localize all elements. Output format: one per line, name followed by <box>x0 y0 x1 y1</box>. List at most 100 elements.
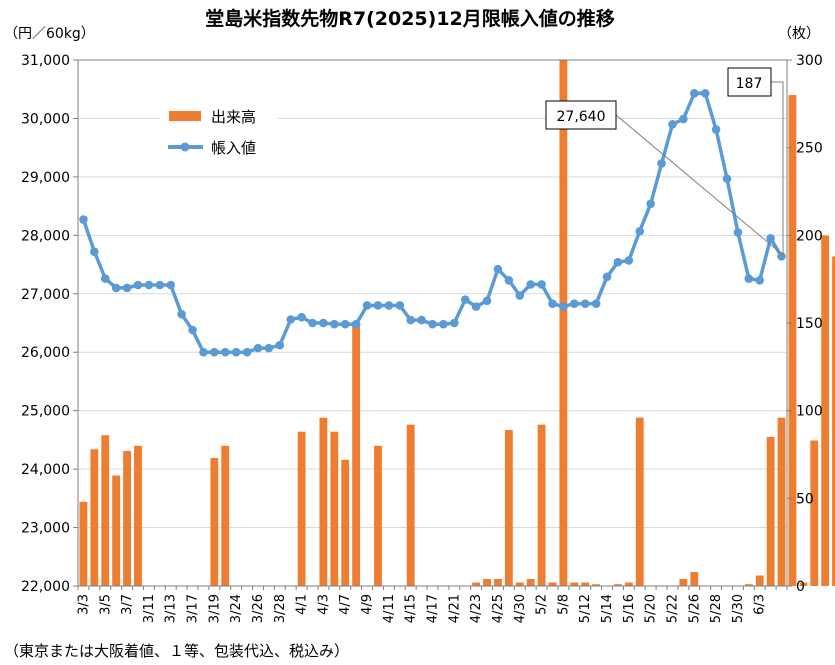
settlement-point <box>428 319 437 329</box>
volume-bar <box>810 440 819 586</box>
volume-bar <box>821 235 830 587</box>
settlement-point <box>580 299 590 309</box>
volume-bars <box>79 60 835 587</box>
legend-bar-swatch <box>169 111 201 121</box>
settlement-point <box>777 252 786 261</box>
settlement-point <box>220 347 230 357</box>
settlement-point <box>297 312 306 322</box>
left-tick-label: 28,000 <box>21 228 70 244</box>
left-tick-label: 30,000 <box>21 111 70 127</box>
x-tick-label: 4/25 <box>491 594 506 623</box>
x-tick-label: 5/14 <box>600 594 615 623</box>
volume-bar <box>494 578 502 586</box>
right-axis-unit: （枚） <box>778 26 820 42</box>
volume-bar <box>799 582 808 586</box>
volume-bar <box>679 578 688 586</box>
settlement-point <box>613 257 623 267</box>
settlement-point <box>308 318 317 328</box>
volume-bar <box>352 323 361 586</box>
settlement-point <box>602 272 612 282</box>
settlement-point <box>264 343 274 353</box>
volume-bar <box>483 578 491 586</box>
footnote: （東京または大阪着値、１等、包装代込、税込み） <box>4 642 349 660</box>
x-tick-label: 5/12 <box>578 594 593 623</box>
x-tick-label: 4/15 <box>404 594 419 623</box>
volume-bar <box>112 475 121 586</box>
legend: 出来高 帳入値 <box>160 100 278 164</box>
settlement-point <box>624 256 634 265</box>
x-tick-label: 3/17 <box>186 594 201 623</box>
volume-bar <box>592 584 601 586</box>
settlement-point <box>133 280 143 290</box>
x-tick-label: 5/2 <box>535 594 550 615</box>
settlement-point <box>210 347 219 357</box>
settlement-point <box>406 315 415 325</box>
volume-bar <box>79 501 88 586</box>
volume-bar <box>504 429 513 586</box>
x-tick-label: 5/22 <box>665 594 680 623</box>
x-tick-label: 3/3 <box>76 594 91 615</box>
volume-bar <box>472 582 481 586</box>
settlement-point <box>679 114 688 124</box>
settlement-point <box>744 274 754 283</box>
left-tick-label: 27,000 <box>21 287 70 303</box>
volume-bar <box>614 584 622 586</box>
volume-bar <box>755 575 764 586</box>
x-tick-label: 3/11 <box>142 594 157 623</box>
volume-bar <box>777 417 786 586</box>
volume-bar <box>559 60 568 586</box>
settlement-point <box>635 226 645 236</box>
right-tick-label: 200 <box>796 228 823 244</box>
x-tick-label: 3/5 <box>98 594 113 615</box>
left-tick-label: 24,000 <box>21 462 70 478</box>
settlement-point <box>733 228 743 237</box>
settlement-point <box>646 199 655 209</box>
volume-bar <box>537 424 546 586</box>
settlement-point <box>450 318 459 328</box>
settlement-point <box>711 125 721 134</box>
settlement-point <box>471 302 481 311</box>
volume-bar <box>744 584 753 586</box>
volume-bar <box>832 256 835 586</box>
settlement-point <box>199 347 208 357</box>
settlement-point <box>755 276 765 285</box>
x-tick-label: 3/19 <box>207 594 222 623</box>
settlement-point <box>122 283 132 293</box>
settlement-point <box>384 301 394 310</box>
settlement-point <box>395 301 405 310</box>
volume-bar <box>624 582 633 586</box>
x-tick-label: 4/17 <box>426 594 441 623</box>
left-tick-label: 23,000 <box>21 521 70 537</box>
volume-bar <box>581 582 590 586</box>
x-tick-label: 4/30 <box>513 594 528 623</box>
volume-bar <box>123 450 132 586</box>
x-tick-label: 5/26 <box>687 594 702 623</box>
x-tick-label: 5/16 <box>622 594 637 623</box>
volume-bar <box>515 582 524 586</box>
x-tick-label: 4/9 <box>360 594 375 615</box>
volume-bar <box>548 582 557 586</box>
settlement-point <box>188 325 197 335</box>
right-tick-label: 100 <box>796 404 823 420</box>
legend-line-marker <box>180 142 190 152</box>
x-tick-label: 3/7 <box>120 594 135 615</box>
settlement-point <box>460 295 470 304</box>
settlement-point <box>504 276 514 285</box>
settlement-point <box>242 347 252 357</box>
x-tick-label: 5/20 <box>644 594 659 623</box>
volume-bar <box>297 431 306 586</box>
settlement-line <box>79 89 786 357</box>
x-axis: 3/3 3/5 3/7 3/11 3/13 3/17 3/19 3/24 3/26 3/28 4/1… <box>76 586 788 623</box>
x-tick-label: 4/3 <box>316 594 331 615</box>
settlement-point <box>373 301 383 310</box>
settlement-point <box>144 280 154 290</box>
settlement-point <box>766 233 775 243</box>
settlement-point <box>689 89 699 98</box>
x-tick-label: 5/28 <box>709 594 724 623</box>
x-tick-label: 4/7 <box>338 594 353 615</box>
callout-label-1: 27,640 <box>557 109 606 125</box>
x-tick-label: 3/26 <box>251 594 266 623</box>
volume-bar <box>635 417 644 586</box>
volume-bar <box>406 424 415 586</box>
volume-bar <box>788 95 797 587</box>
